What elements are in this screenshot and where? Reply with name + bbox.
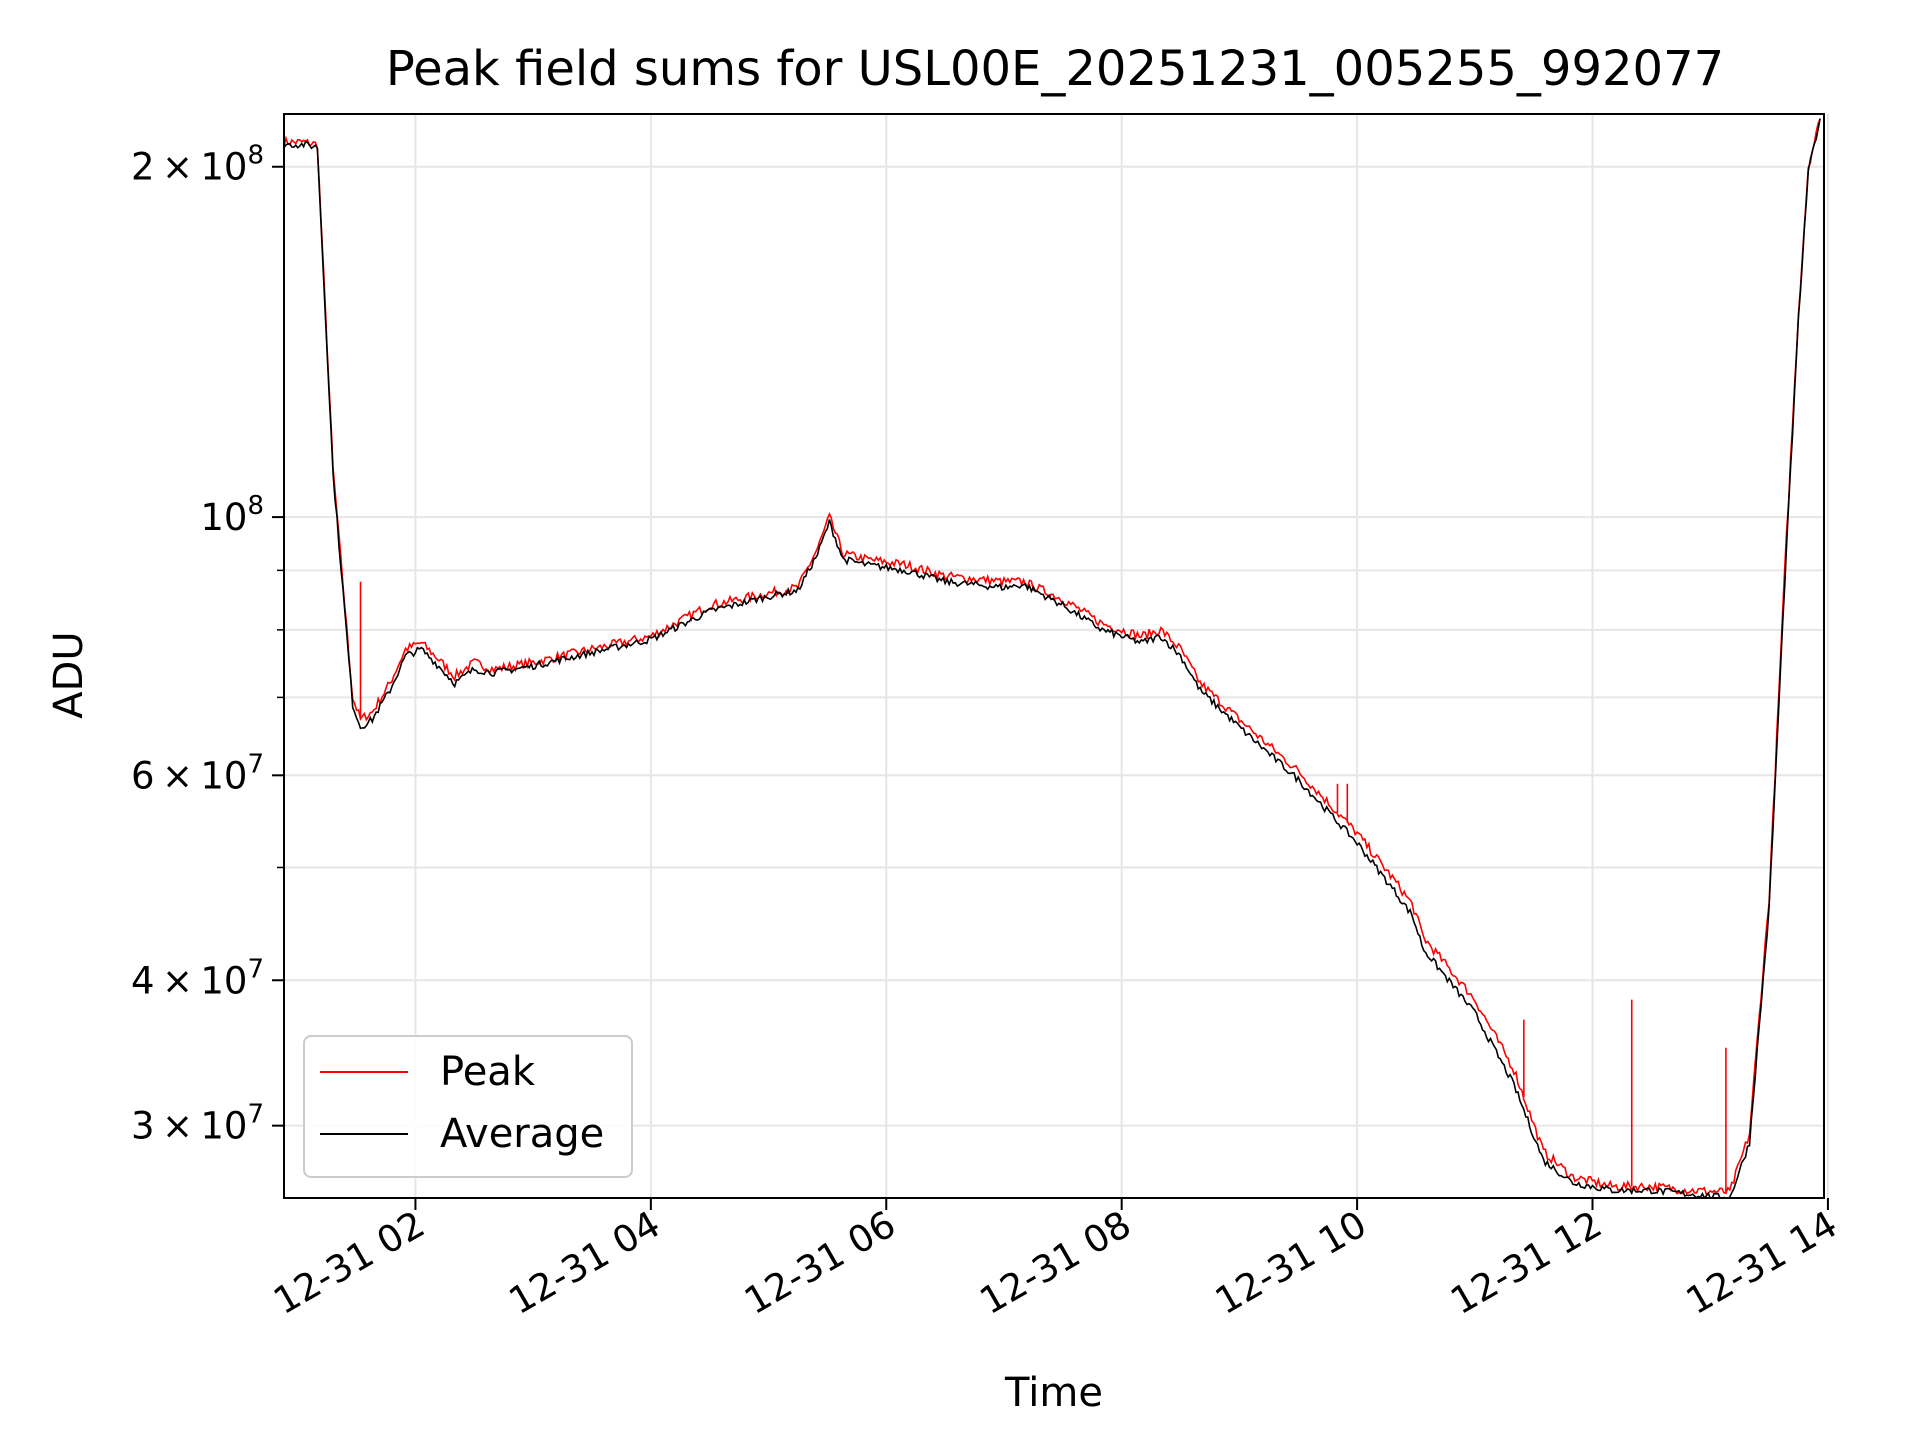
y-tick-label: 108 [200,491,264,539]
y-axis-label: ADU [46,631,92,718]
y-tick-label: 3 × 107 [131,1100,264,1148]
x-tick-label: 12-31 12 [1443,1203,1609,1323]
x-tick-label: 12-31 10 [1208,1203,1374,1323]
series-line-peak [284,118,1821,1196]
y-tick-label: 6 × 107 [131,749,264,797]
legend-label-peak: Peak [440,1049,536,1095]
legend-label-average: Average [440,1111,604,1157]
x-axis-label: Time [1004,1370,1103,1416]
x-tick-label: 12-31 02 [266,1203,432,1323]
x-tick-label: 12-31 08 [973,1203,1139,1323]
plot-frame [283,113,1825,1199]
y-tick-label: 2 × 108 [131,141,264,189]
x-tick-label: 12-31 14 [1679,1203,1845,1323]
series-line-average [284,118,1821,1198]
series-layer [284,118,1821,1198]
grid [284,114,1829,1198]
y-tick-label: 4 × 107 [131,954,264,1002]
x-tick-label: 12-31 04 [502,1203,668,1323]
chart-title: Peak field sums for USL00E_20251231_0052… [386,41,1724,97]
legend: Peak Average [303,1035,633,1178]
x-tick-label: 12-31 06 [737,1203,903,1323]
